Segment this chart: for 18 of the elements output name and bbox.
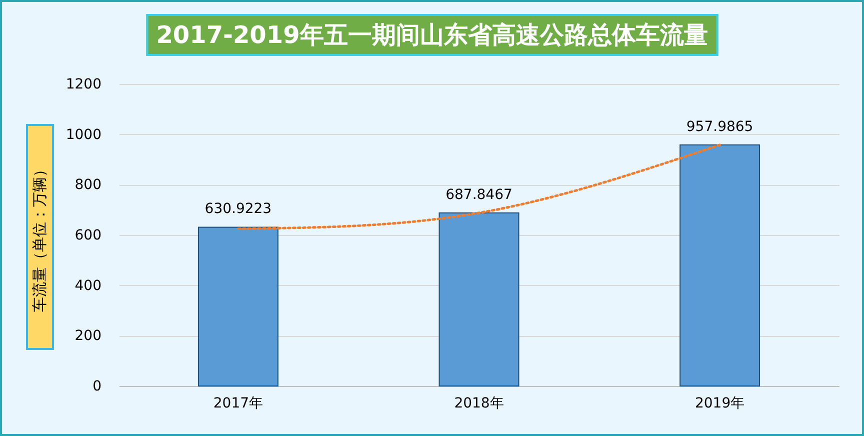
data-label: 957.9865 [686,118,754,135]
y-tick-label: 1000 [66,126,102,143]
bar [438,212,520,386]
data-label: 630.9223 [204,201,272,218]
y-axis-title: 车流量（单位：万辆） [30,162,50,312]
data-label: 687.8467 [446,186,512,203]
y-tick-label: 1200 [66,76,102,92]
y-tick-label: 400 [74,278,102,294]
chart-title: 2017-2019年五一期间山东省高速公路总体车流量 [146,14,718,56]
x-tick-label: 2019年 [694,396,745,412]
y-tick-label: 600 [74,228,102,244]
bar [198,226,278,386]
x-tick-label: 2018年 [454,396,504,412]
y-tick-label: 200 [74,328,102,344]
x-tick-label: 2017年 [213,396,264,412]
y-tick-label: 0 [92,378,102,394]
bar [680,144,760,386]
y-tick-label: 800 [74,177,102,194]
